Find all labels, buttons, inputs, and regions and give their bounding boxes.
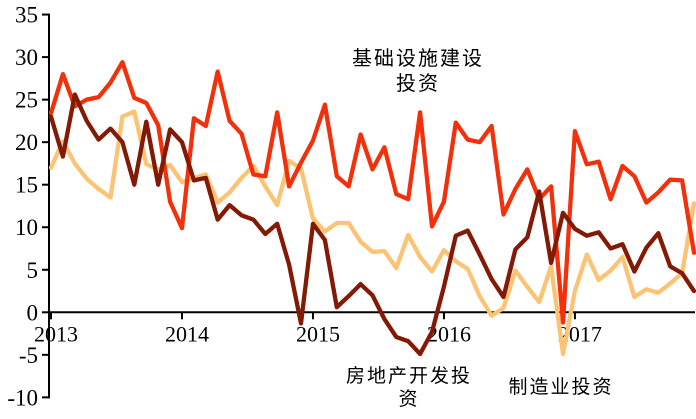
annotation-manufacturing-label: 制造业投资 <box>503 377 619 399</box>
annotation-line: 投资 <box>396 73 440 95</box>
y-tick-label: 25 <box>15 88 38 113</box>
y-tick-label: 30 <box>15 45 38 70</box>
y-tick-label: 15 <box>15 173 38 198</box>
series-line-real_estate <box>48 92 696 357</box>
y-tick-label: 20 <box>15 130 38 155</box>
y-tick-label: 5 <box>27 258 39 283</box>
series-line-infrastructure <box>48 60 696 325</box>
annotation-infrastructure-label: 基础设施建设 投资 <box>347 47 489 97</box>
annotation-real-estate-label: 房地产开发投 资 <box>344 365 474 411</box>
year-label: 2014 <box>165 321 209 346</box>
y-tick-label: 0 <box>27 300 39 325</box>
y-tick-label: -5 <box>19 343 38 368</box>
annotation-line: 制造业投资 <box>508 377 614 398</box>
year-label: 2015 <box>296 321 340 346</box>
annotation-line: 房地产开发投 <box>345 366 472 387</box>
y-tick-label: 35 <box>15 3 38 28</box>
y-tick-label: 10 <box>15 215 38 240</box>
y-tick-label: -10 <box>7 385 38 410</box>
annotation-line: 资 <box>398 389 420 410</box>
year-label: 2013 <box>34 321 78 346</box>
annotation-line: 基础设施建设 <box>352 48 484 70</box>
series-line-manufacturing <box>48 109 696 357</box>
